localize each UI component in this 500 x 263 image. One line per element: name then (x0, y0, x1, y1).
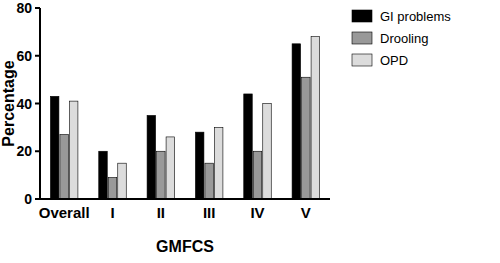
legend-label: OPD (380, 53, 408, 68)
y-tick (35, 198, 40, 200)
bar (195, 132, 204, 199)
y-tick (35, 55, 40, 57)
legend-label: Drooling (380, 31, 428, 46)
bars (50, 37, 319, 199)
legend-swatch (352, 10, 372, 22)
bar (147, 115, 156, 199)
x-tick-label: V (301, 204, 311, 221)
bar (253, 151, 262, 199)
bar (108, 178, 117, 199)
bar (244, 94, 253, 199)
x-tick-label: Overall (39, 204, 90, 221)
bar (292, 44, 301, 199)
legend-swatch (352, 54, 372, 66)
bar (302, 77, 311, 199)
bar (60, 135, 69, 199)
x-tick-label: III (203, 204, 216, 221)
chart: 020406080OverallIIIIIIIVVGMFCSPercentage… (0, 0, 500, 263)
y-axis-label: Percentage (0, 60, 17, 146)
y-tick (35, 150, 40, 152)
bar (50, 96, 59, 199)
bar (214, 127, 223, 199)
y-tick-label: 40 (16, 96, 32, 112)
legend-swatch (352, 32, 372, 44)
x-axis-label: GMFCS (156, 238, 214, 255)
bar (69, 101, 78, 199)
bar (157, 151, 166, 199)
y-tick (35, 7, 40, 9)
x-axis (39, 198, 330, 200)
x-tick-label: I (110, 204, 114, 221)
bar (118, 163, 127, 199)
x-tick-label: II (157, 204, 165, 221)
x-tick-label: IV (250, 204, 264, 221)
bar (263, 104, 272, 200)
y-tick-label: 80 (16, 0, 32, 16)
legend: GI problems Drooling OPD (352, 9, 451, 68)
bar (99, 151, 108, 199)
bar (166, 137, 175, 199)
y-tick (35, 103, 40, 105)
bar (205, 163, 214, 199)
y-tick-label: 20 (16, 143, 32, 159)
legend-label: GI problems (380, 9, 451, 24)
y-tick-label: 60 (16, 48, 32, 64)
y-tick-label: 0 (24, 191, 32, 207)
bar (311, 37, 320, 199)
